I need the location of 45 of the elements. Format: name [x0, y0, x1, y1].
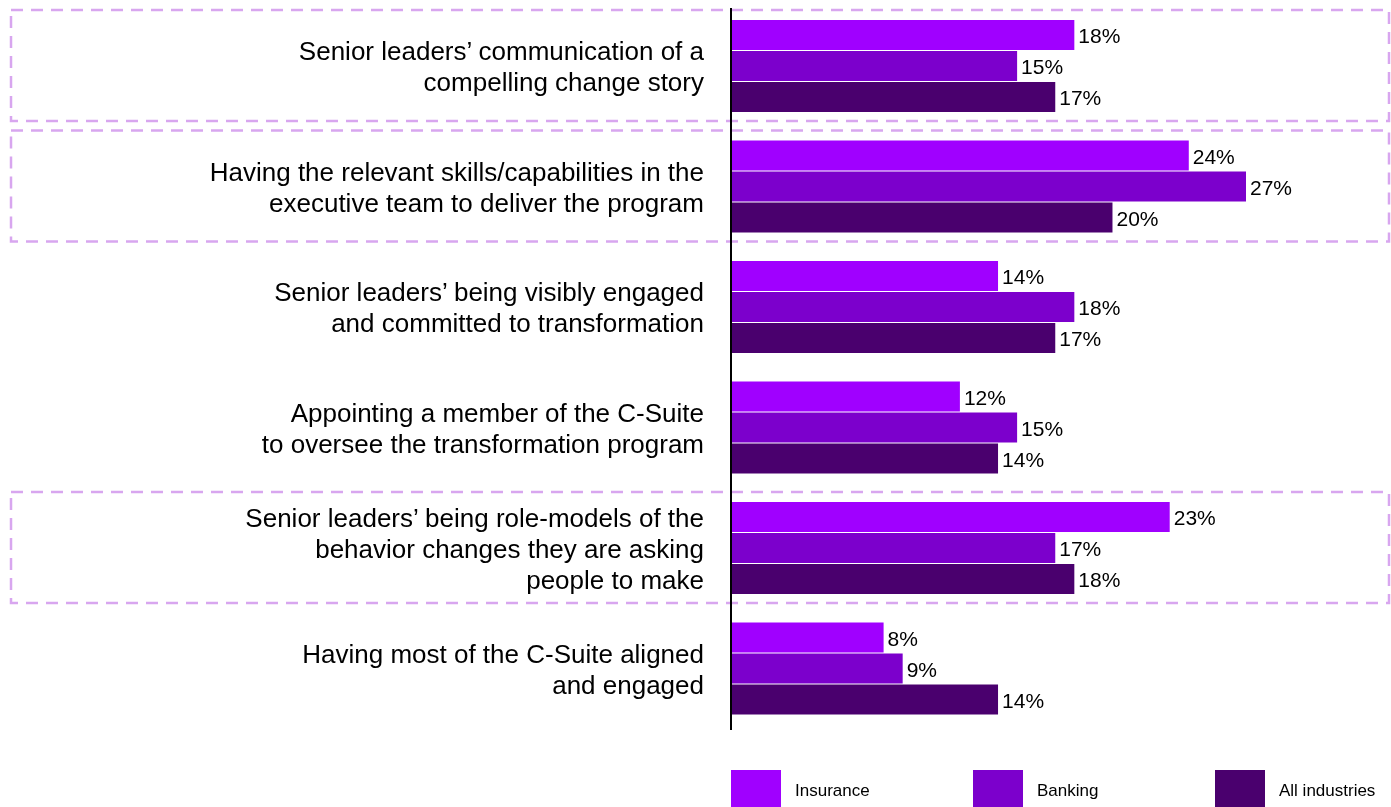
y-tick-label: Having the relevant skills/capabilities in the executive team to deliver the program: [209, 156, 704, 218]
legend-label: All industries: [1279, 781, 1376, 801]
data-label: 18%: [1078, 568, 1121, 591]
data-label: 14%: [1002, 265, 1045, 288]
legend-label: Insurance: [795, 781, 870, 801]
y-tick-label: Appointing a member of the C-Suite to oversee the transformation program: [261, 397, 704, 459]
data-label: 17%: [1059, 537, 1102, 560]
bar: [731, 20, 1075, 50]
bar: [731, 684, 999, 715]
y-tick-label: Senior leaders’ being visibly engaged and committed to transformation: [274, 277, 704, 338]
bar: [731, 323, 1056, 353]
data-label: 23%: [1173, 506, 1216, 529]
bar: [731, 292, 1075, 322]
data-label: 18%: [1078, 296, 1121, 319]
bar: [731, 443, 999, 474]
bar: [731, 171, 1246, 202]
bar: [731, 82, 1056, 112]
y-tick-label: Senior leaders’ communication of a compelling change story: [298, 36, 705, 97]
bar: [731, 202, 1113, 233]
y-tick-label: Senior leaders’ being role-models of the behavior changes they are asking people to make: [245, 502, 704, 595]
bar: [731, 502, 1170, 532]
data-label: 20%: [1116, 206, 1159, 230]
bar: [731, 140, 1189, 171]
bar: [731, 622, 884, 653]
data-label: 24%: [1192, 144, 1235, 168]
legend-label: Banking: [1037, 781, 1099, 801]
data-label: 17%: [1059, 86, 1102, 109]
data-label: 18%: [1078, 24, 1121, 47]
data-label: 9%: [906, 657, 938, 681]
data-label: 8%: [887, 626, 918, 650]
data-label: 17%: [1059, 327, 1102, 350]
data-label: 14%: [1002, 688, 1045, 712]
bar: [731, 51, 1018, 81]
data-label: 27%: [1250, 175, 1293, 199]
bar: [731, 412, 1018, 443]
bar: [731, 261, 999, 291]
data-label: 15%: [1021, 55, 1064, 78]
bar: [731, 564, 1075, 594]
data-label: 12%: [963, 385, 1006, 409]
data-label: 15%: [1021, 416, 1064, 440]
y-tick-label: Having most of the C-Suite aligned and engaged: [302, 638, 704, 700]
bar: [731, 381, 960, 412]
bar: [731, 653, 903, 684]
bar: [731, 533, 1056, 563]
data-label: 14%: [1002, 447, 1045, 471]
